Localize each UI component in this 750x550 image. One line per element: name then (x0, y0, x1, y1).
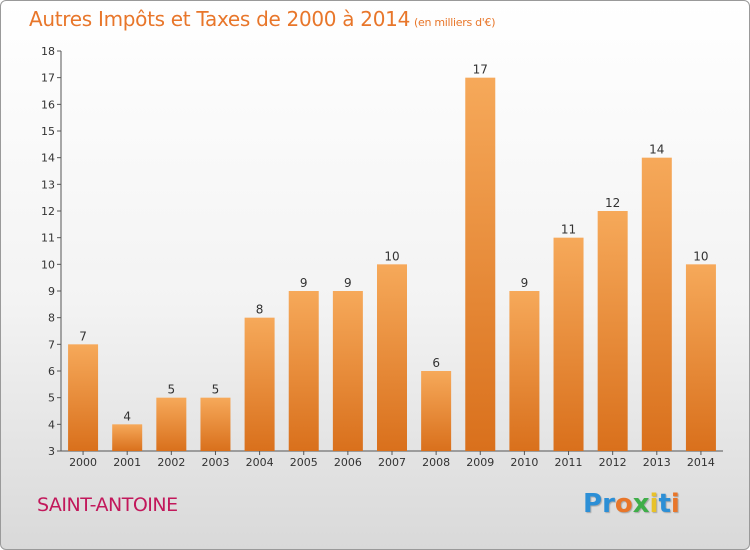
x-tick-label: 2008 (422, 456, 450, 469)
bar (377, 264, 407, 451)
y-tick-label: 8 (48, 312, 55, 325)
y-tick-label: 7 (48, 338, 55, 351)
y-tick-label: 11 (41, 232, 55, 245)
bar (597, 211, 628, 451)
y-tick-label: 17 (41, 72, 55, 85)
data-label: 9 (344, 276, 352, 290)
y-tick-label: 14 (41, 152, 55, 165)
x-tick-label: 2006 (334, 456, 362, 469)
bar (288, 291, 319, 451)
bar (465, 77, 496, 452)
data-label: 7 (79, 329, 87, 343)
y-tick-label: 9 (48, 285, 55, 298)
x-tick-label: 2011 (555, 456, 583, 469)
bar (156, 397, 187, 451)
chart-unit-label: (en milliers d'€) (414, 16, 496, 29)
x-tick-label: 2005 (290, 456, 318, 469)
y-tick-label: 10 (41, 258, 55, 271)
bar (332, 291, 363, 451)
bar (685, 264, 716, 451)
logo-letter: x (632, 489, 650, 519)
logo-letter: i (670, 489, 680, 519)
y-axis: 3 4 5 6 7 8 9 10 11 12 13 14 15 16 17 18 (41, 45, 62, 458)
x-tick-label: 2007 (378, 456, 406, 469)
bar (509, 291, 540, 451)
x-tick-label: 2000 (69, 456, 97, 469)
commune-name: SAINT-ANTOINE (37, 494, 178, 516)
bar (112, 424, 143, 451)
data-label: 10 (693, 249, 708, 263)
y-tick-label: 16 (41, 98, 55, 111)
data-label: 5 (212, 383, 220, 397)
bar (68, 344, 99, 451)
chart-title-text: Autres Impôts et Taxes de 2000 à 2014 (29, 7, 410, 31)
bar (421, 371, 452, 451)
y-tick-label: 4 (48, 418, 55, 431)
logo-letter: r (602, 489, 615, 519)
x-tick-label: 2014 (687, 456, 715, 469)
proxiti-logo[interactable]: Proxiti (583, 489, 680, 519)
x-axis: 2000 2001 2002 2003 2004 2005 2006 2007 2008 2009… (61, 450, 723, 469)
x-tick-label: 2010 (510, 456, 538, 469)
data-labels: 7 4 5 5 8 9 9 10 6 17 9 11 12 14 10 (79, 63, 708, 424)
data-label: 5 (168, 383, 176, 397)
x-tick-label: 2009 (466, 456, 494, 469)
x-tick-label: 2004 (246, 456, 274, 469)
y-tick-label: 3 (48, 445, 55, 458)
logo-letter: o (614, 489, 633, 519)
data-label: 12 (605, 196, 620, 210)
y-tick-label: 13 (41, 178, 55, 191)
y-tick-label: 18 (41, 45, 55, 58)
x-tick-label: 2013 (643, 456, 671, 469)
logo-letter: i (649, 489, 659, 519)
x-tick-label: 2012 (599, 456, 627, 469)
data-label: 11 (561, 223, 576, 237)
y-tick-label: 5 (48, 392, 55, 405)
data-label: 4 (123, 409, 131, 423)
bar (200, 397, 231, 451)
y-tick-label: 15 (41, 125, 55, 138)
x-tick-label: 2002 (157, 456, 185, 469)
bar (244, 317, 275, 451)
x-tick-label: 2003 (201, 456, 229, 469)
y-tick-label: 12 (41, 205, 55, 218)
bars (68, 77, 716, 452)
y-tick-label: 6 (48, 365, 55, 378)
bar (553, 237, 584, 451)
data-label: 9 (521, 276, 529, 290)
logo-letter: P (583, 489, 603, 519)
bar (641, 157, 672, 451)
data-label: 8 (256, 303, 264, 317)
data-label: 10 (384, 249, 399, 263)
data-label: 6 (432, 356, 440, 370)
x-tick-label: 2001 (113, 456, 141, 469)
data-label: 17 (473, 63, 488, 77)
data-label: 9 (300, 276, 308, 290)
chart-title: Autres Impôts et Taxes de 2000 à 2014 (en… (29, 7, 495, 31)
data-label: 14 (649, 143, 664, 157)
logo-letter: t (658, 489, 671, 519)
